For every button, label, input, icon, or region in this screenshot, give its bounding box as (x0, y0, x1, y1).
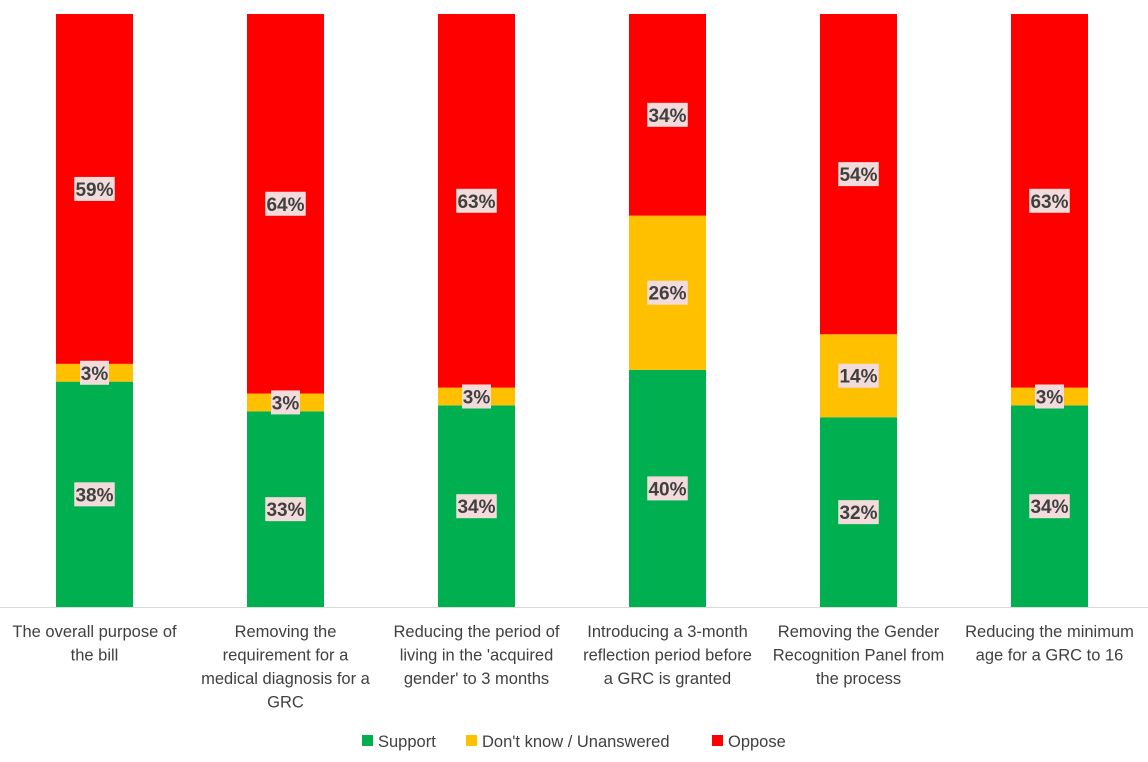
data-label-box (647, 280, 688, 305)
data-label-box (1029, 494, 1070, 519)
data-labels-group: 38% 3% 59% 33% 3% 64% 34% 3% 63% 40% 26% 34% 32% 14% 5… (74, 102, 1070, 525)
data-label-support-5: 32% (839, 503, 877, 524)
data-label-oppose-1: 59% (75, 180, 113, 201)
bars-group (56, 14, 1088, 607)
data-label-oppose-6: 63% (1030, 192, 1068, 213)
legend-swatch-support (362, 735, 373, 746)
data-label-box (462, 384, 491, 409)
legend-label-support: Support (378, 733, 436, 751)
data-label-support-3: 34% (457, 497, 495, 518)
category-label-3: Reducing the period of living in the 'acq… (393, 623, 559, 688)
data-label-box (74, 482, 115, 507)
category-label-2: Removing the requirement for a medical dia… (201, 623, 371, 712)
data-label-oppose-4: 34% (648, 106, 686, 127)
data-label-support-6: 34% (1030, 497, 1068, 518)
data-label-oppose-3: 63% (457, 192, 495, 213)
data-label-box (838, 500, 879, 525)
data-label-box (838, 363, 879, 388)
legend-swatch-don-t-know-unanswered (466, 735, 477, 746)
data-label-box (265, 497, 306, 522)
data-label-box (647, 102, 688, 127)
legend-label-don-t-know-unanswered: Don't know / Unanswered (482, 733, 670, 751)
data-label-box (265, 191, 306, 216)
data-label-support-2: 33% (266, 500, 304, 521)
category-label-5: Removing the Gender Recognition Panel fro… (773, 623, 945, 688)
data-label-don-t-know-unanswered-3: 3% (463, 387, 491, 408)
data-label-box (647, 476, 688, 501)
category-label-1: The overall purpose of the bill (12, 623, 177, 665)
legend: Support Don't know / Unanswered Oppose (362, 733, 786, 751)
data-label-box (838, 162, 879, 187)
data-label-oppose-5: 54% (839, 165, 877, 186)
legend-swatch-oppose (712, 735, 723, 746)
data-label-box (456, 494, 497, 519)
data-label-don-t-know-unanswered-4: 26% (648, 284, 686, 305)
data-label-don-t-know-unanswered-5: 14% (839, 367, 877, 388)
data-label-oppose-2: 64% (266, 195, 304, 216)
data-label-box (1035, 384, 1064, 409)
data-label-don-t-know-unanswered-6: 3% (1036, 387, 1064, 408)
data-label-support-1: 38% (75, 485, 113, 506)
category-label-6: Reducing the minimum age for a GRC to 16 (965, 623, 1134, 665)
data-label-box (80, 360, 109, 385)
data-label-don-t-know-unanswered-1: 3% (81, 364, 109, 385)
data-label-box (456, 188, 497, 213)
data-label-box (74, 176, 115, 201)
data-label-support-4: 40% (648, 479, 686, 500)
legend-label-oppose: Oppose (728, 733, 786, 751)
category-label-4: Introducing a 3-month reflection period b… (583, 623, 752, 688)
data-label-box (271, 390, 300, 415)
data-label-box (1029, 188, 1070, 213)
data-label-don-t-know-unanswered-2: 3% (272, 393, 300, 414)
